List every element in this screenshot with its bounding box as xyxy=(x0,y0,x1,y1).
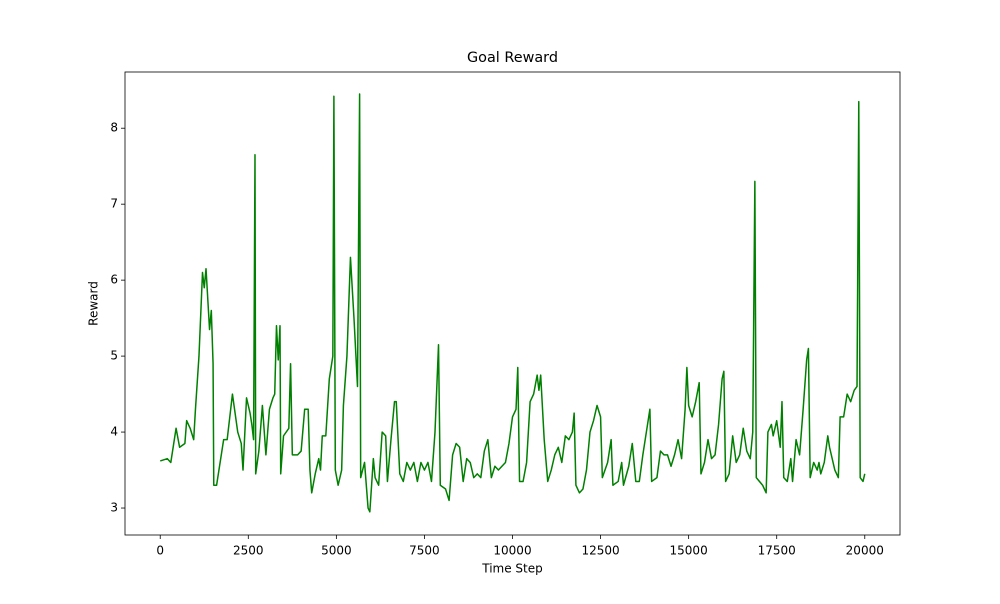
y-tick-label: 8 xyxy=(110,121,118,135)
y-tick-label: 4 xyxy=(110,425,118,439)
x-tick-label: 5000 xyxy=(321,544,352,558)
y-tick-label: 5 xyxy=(110,349,118,363)
x-tick-label: 10000 xyxy=(493,544,531,558)
y-tick-label: 6 xyxy=(110,273,118,287)
line-series xyxy=(159,93,866,513)
plot-frame xyxy=(124,71,901,536)
chart-title: Goal Reward xyxy=(467,50,558,66)
y-tick-label: 7 xyxy=(110,197,118,211)
x-tick-label: 7500 xyxy=(409,544,440,558)
x-tick-label: 15000 xyxy=(670,544,708,558)
x-axis-label: Time Step xyxy=(481,562,543,576)
y-tick-label: 3 xyxy=(110,501,118,515)
x-tick-label: 12500 xyxy=(581,544,619,558)
y-axis-label: Reward xyxy=(87,281,101,326)
x-tick-label: 2500 xyxy=(233,544,264,558)
x-tick-label: 0 xyxy=(156,544,164,558)
x-tick-label: 20000 xyxy=(846,544,884,558)
x-tick-label: 17500 xyxy=(758,544,796,558)
